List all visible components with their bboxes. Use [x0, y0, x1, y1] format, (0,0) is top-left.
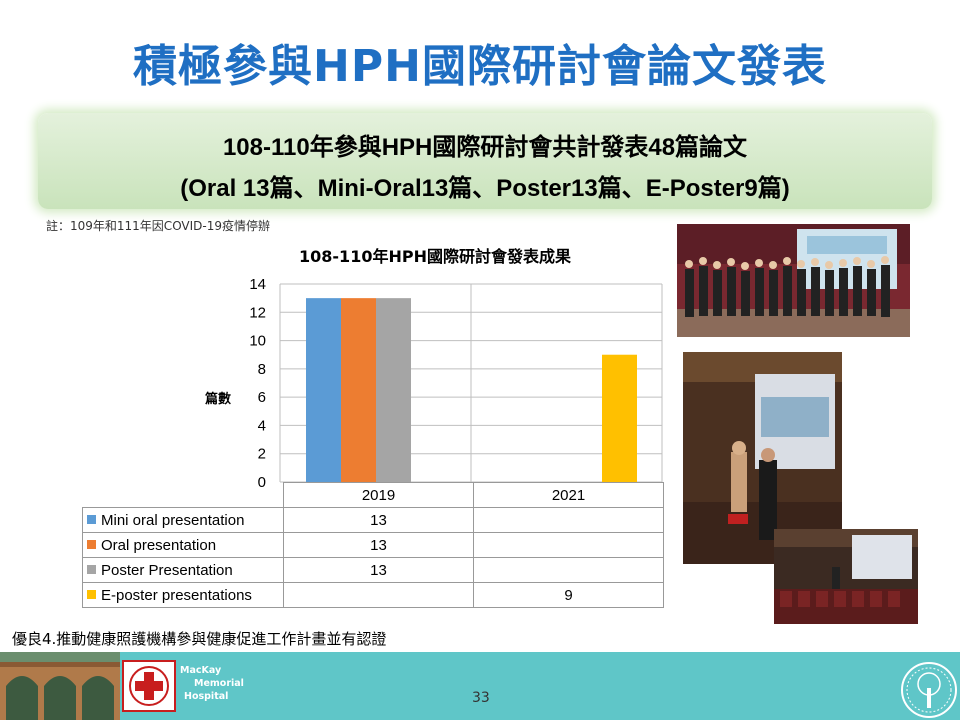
group-photo — [677, 224, 910, 337]
table-cell: 13 — [283, 557, 474, 583]
audience-photo — [774, 529, 918, 624]
y-tick-label: 2 — [258, 446, 266, 463]
tree-emblem-icon — [895, 656, 959, 720]
legend-poster: Poster Presentation — [82, 557, 284, 583]
bar-poster-presentation-2019 — [376, 298, 411, 482]
table-cell — [473, 507, 664, 533]
legend-swatch — [87, 539, 96, 549]
chart-data-table: 2019 2021 Mini oral presentation 13 Oral… — [82, 482, 664, 608]
legend-label: Mini oral presentation — [101, 511, 245, 529]
table-cell: 9 — [473, 582, 664, 608]
hospital-name-line-1: MacKay — [180, 665, 222, 676]
hospital-logo — [122, 660, 176, 712]
y-tick-label: 8 — [258, 361, 266, 378]
bar-oral-presentation-2019 — [341, 298, 376, 482]
table-corner — [82, 482, 284, 508]
summary-line-2: (Oral 13篇、Mini-Oral13篇、Poster13篇、E-Poste… — [180, 175, 790, 202]
table-row: E-poster presentations 9 — [82, 582, 664, 608]
y-tick-label: 4 — [258, 417, 266, 434]
table-cell — [473, 532, 664, 558]
legend-mini-oral: Mini oral presentation — [82, 507, 284, 533]
presentation-photo — [683, 352, 842, 564]
chart-title: 108-110年HPH國際研討會發表成果 — [299, 247, 571, 266]
table-cell: 13 — [283, 532, 474, 558]
hospital-name-line-2: Memorial — [194, 678, 244, 689]
table-cell — [283, 582, 474, 608]
slide-title: 積極參與HPH國際研討會論文發表 — [133, 41, 827, 92]
covid-note: 註：109年和111年因COVID-19疫情停辦 — [46, 219, 271, 233]
legend-e-poster: E-poster presentations — [82, 582, 284, 608]
audience-photo-image — [774, 529, 918, 624]
legend-swatch — [87, 514, 96, 524]
table-row: Mini oral presentation 13 — [82, 507, 664, 533]
y-tick-label: 12 — [249, 304, 266, 321]
group-photo-image — [677, 224, 910, 337]
y-tick-label: 14 — [249, 276, 266, 293]
building-arch-image — [0, 652, 120, 720]
table-header-row: 2019 2021 — [82, 482, 664, 508]
bar-e-poster-presentations-2021 — [602, 354, 637, 482]
page-number: 33 — [472, 690, 490, 706]
table-header-2021: 2021 — [473, 482, 664, 508]
summary-banner: 108-110年參與HPH國際研討會共計發表48篇論文 (Oral 13篇、Mi… — [38, 113, 932, 209]
presentation-photo-image — [683, 352, 842, 564]
table-row: Poster Presentation 13 — [82, 557, 664, 583]
legend-oral: Oral presentation — [82, 532, 284, 558]
legend-label: E-poster presentations — [101, 586, 252, 604]
hospital-name-line-3: Hospital — [184, 691, 229, 702]
table-cell — [473, 557, 664, 583]
legend-swatch — [87, 564, 96, 574]
table-row: Oral presentation 13 — [82, 532, 664, 558]
table-header-2019: 2019 — [283, 482, 474, 508]
summary-line-1: 108-110年參與HPH國際研討會共計發表48篇論文 — [222, 134, 748, 161]
hospital-name: MacKay Memorial Hospital — [180, 664, 244, 703]
chart-y-axis-label: 篇數 — [205, 392, 232, 407]
y-tick-label: 10 — [249, 333, 266, 350]
footnote: 優良4.推動健康照護機構參與健康促進工作計畫並有認證 — [12, 630, 387, 648]
table-cell: 13 — [283, 507, 474, 533]
y-tick-label: 6 — [258, 389, 266, 406]
legend-label: Oral presentation — [101, 536, 217, 554]
bar-mini-oral-presentation-2019 — [306, 298, 341, 482]
legend-label: Poster Presentation — [101, 561, 233, 579]
legend-swatch — [87, 589, 96, 599]
